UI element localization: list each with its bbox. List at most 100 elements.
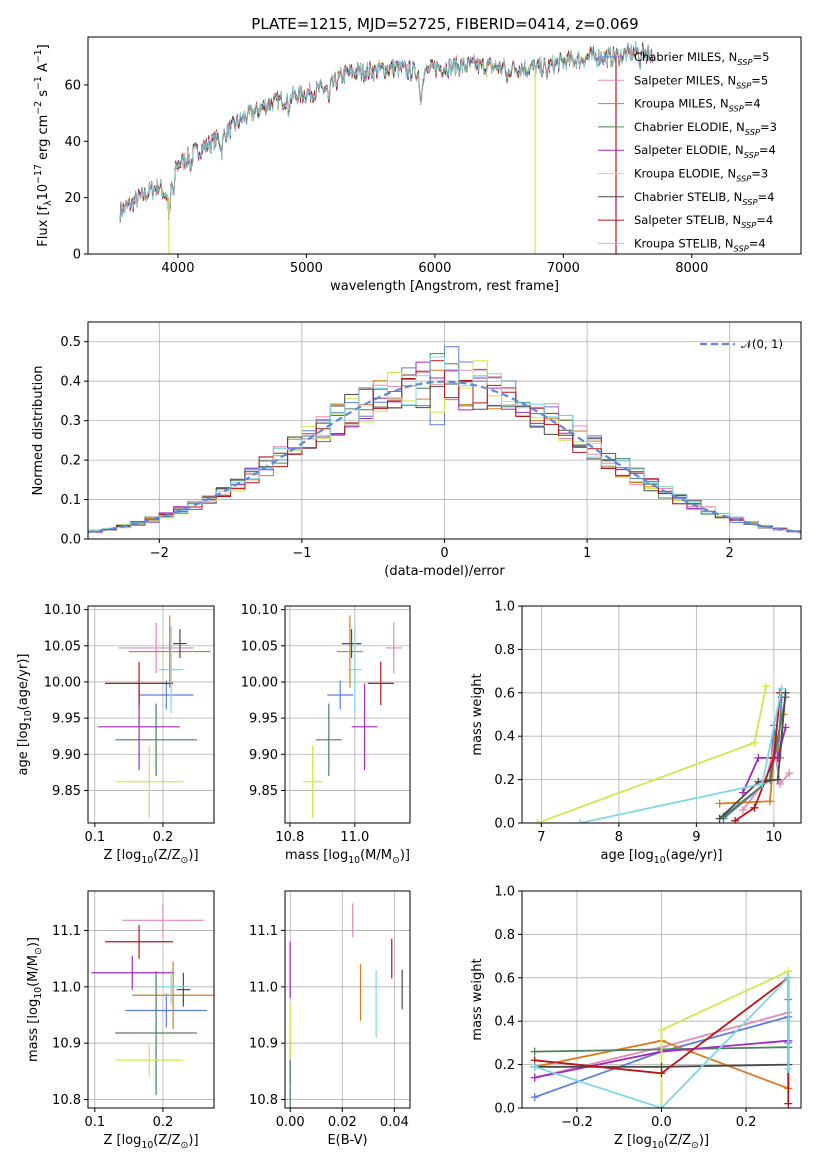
errorbar-kroupa-elodie (115, 1043, 184, 1077)
tick-label-x: 8000 (675, 261, 708, 276)
errorbar-salpeter-stelib (105, 924, 174, 959)
axes: −2 −1 0 1 2 0.0 0.1 0.2 0.3 0.4 0.5 (data-model)/er… (31, 321, 802, 579)
label-part: log (634, 848, 654, 863)
tick-label-y: 20 (64, 191, 81, 206)
label-part: −2 (33, 101, 44, 115)
errorbar-kroupa-stelib (157, 969, 185, 1004)
tick-label-x: 9 (692, 830, 700, 845)
axes: 0.1 0.210.810.911.011.1Z [log10(Z/Z⊙)]mas… (26, 890, 215, 1151)
label-part: )] (26, 937, 41, 947)
label-part: (M/M (26, 955, 41, 987)
label-part: (age/yr)] (16, 654, 31, 711)
line-chabrier-stelib (718, 692, 787, 820)
tick-label-x: 11.0 (340, 830, 369, 845)
label-part: Chabrier MILES, N (634, 50, 737, 64)
label-part: =4 (759, 143, 776, 157)
marker-salpeter-stelib (769, 753, 778, 762)
tick-label-x: 7 (537, 830, 545, 845)
marker-salpeter-miles (785, 769, 794, 778)
label-part: erg cm (36, 115, 51, 164)
label-part: 10 (33, 987, 44, 999)
marker-kroupa-elodie (533, 819, 542, 823)
label-part: (age/yr)] (666, 848, 723, 863)
plot-area (530, 967, 793, 1108)
label-part: 10 (348, 855, 360, 866)
label-part: =3 (751, 167, 768, 181)
label-part: mass weight (470, 958, 485, 1040)
axes-frame (87, 890, 215, 1109)
panel-massweight_vs_Z: −0.2 0.0 0.2 0.0 0.2 0.4 0.6 0.8 1.0 Z [log10(Z/Z… (470, 885, 802, 1151)
label-part: ] (36, 44, 51, 49)
y-axis-label: age [log10(age/yr)] (16, 654, 34, 776)
errorbar-kroupa-elodie (302, 745, 323, 818)
tick-label-y: 9.85 (52, 784, 81, 799)
label-part: )] (699, 1133, 709, 1148)
label-part: log (16, 722, 31, 742)
tick-label-y: 1.0 (494, 600, 515, 615)
label-part: A (36, 63, 51, 76)
label-part: Kroupa STELIB, N (634, 236, 734, 250)
label-part: =5 (751, 73, 768, 87)
panel-spectrum: 4000 5000 6000 7000 8000 0 20 40 60 wavelength [A… (33, 36, 802, 294)
label-part: Z [ (614, 1133, 632, 1148)
label-part: −17 (33, 164, 44, 184)
label-part: SSP (736, 80, 751, 90)
label-part: Kroupa ELODIE, N (634, 167, 736, 181)
tick-label-y: 60 (64, 78, 81, 93)
label-part: 10 (23, 710, 34, 722)
marker-kroupa-miles (715, 799, 724, 808)
label-part: ⊙ (33, 947, 44, 955)
label-part: =5 (752, 50, 769, 64)
marker-kroupa-elodie (657, 1025, 666, 1034)
line-salpeter-stelib (734, 692, 781, 822)
label-part: mass weight (470, 673, 485, 755)
tick-label-y: 0.2 (494, 773, 515, 788)
errorbar-salpeter-stelib (105, 661, 174, 706)
label-part: Salpeter MILES, N (634, 73, 736, 87)
axes-frame (87, 605, 215, 824)
line-kroupa-stelib (534, 975, 790, 1108)
tick-label-y: 1.0 (494, 885, 515, 900)
axes-frame (284, 605, 411, 824)
tick-label-y: 11.1 (52, 924, 81, 939)
y-axis-label: mass [log10(M/M⊙)] (26, 937, 44, 1062)
label-part: SSP (734, 243, 749, 253)
legend-label: Chabrier ELODIE, NSSP=3 (634, 120, 777, 137)
label-part: ⊙ (691, 1140, 699, 1151)
errorbar-kroupa-elodie (115, 745, 184, 818)
label-part: 10 (654, 855, 666, 866)
tick-label-y: 10.05 (44, 639, 81, 654)
tick-label-x: 1 (583, 546, 591, 561)
marker-kroupa-elodie (750, 738, 759, 747)
label-part: mass [ (26, 1019, 41, 1062)
x-axis-label: wavelength [Angstrom, rest frame] (330, 279, 559, 294)
tick-label-y: 10.00 (44, 675, 81, 690)
label-part: SSP (742, 197, 757, 207)
label-part: 10 (36, 184, 51, 201)
plot-area (88, 346, 801, 535)
errorbar-chabrier-miles (139, 680, 194, 710)
tick-label-x: 0.0 (651, 1115, 672, 1130)
label-part: =4 (756, 213, 773, 227)
tick-label-x: 10 (766, 830, 783, 845)
axes: 0.00 0.02 0.04 10.8 10.9 11.0 11.1 E(B-V) (249, 890, 411, 1148)
marker-chabrier-elodie (530, 1047, 539, 1056)
legend-label: Salpeter ELODIE, NSSP=4 (634, 143, 776, 160)
legend-label: Chabrier MILES, NSSP=5 (634, 50, 769, 67)
marker-salpeter-stelib (784, 1099, 793, 1108)
tick-label-x: 0.2 (153, 1115, 174, 1130)
label-part: ⊙ (181, 1140, 189, 1151)
label-part: Kroupa MILES, N (634, 97, 729, 111)
grid (88, 606, 214, 823)
tick-label-y: 0 (73, 248, 81, 263)
errorbar-chabrier-elodie (315, 703, 342, 776)
errorbar-chabrier-elodie (115, 971, 197, 1096)
axes: −0.2 0.0 0.2 0.0 0.2 0.4 0.6 0.8 1.0 Z [log10(Z/Z… (470, 885, 802, 1151)
label-part: )] (188, 848, 198, 863)
label-part: (Z/Z (153, 848, 180, 863)
label-part: SSP (741, 220, 756, 230)
marker-kroupa-stelib (530, 1062, 539, 1071)
